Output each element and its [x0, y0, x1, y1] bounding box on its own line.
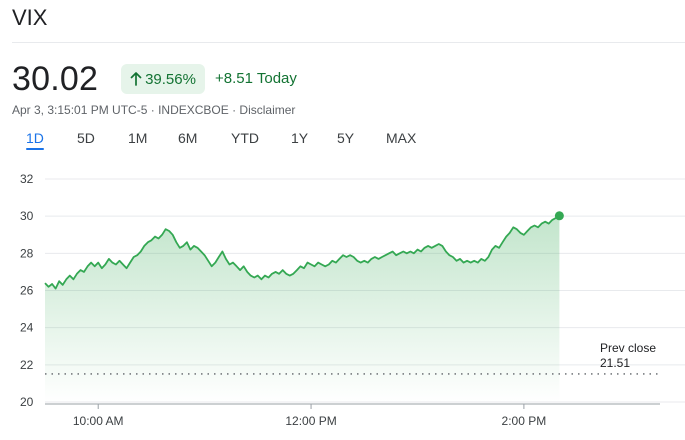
tab-1m[interactable]: 1M — [128, 130, 148, 146]
header-divider — [12, 42, 685, 43]
price-line — [44, 215, 560, 290]
latest-price-dot — [554, 211, 564, 221]
quote-meta: Apr 3, 3:15:01 PM UTC-5 · INDEXCBOE · Di… — [12, 103, 295, 117]
tab-1y[interactable]: 1Y — [291, 130, 309, 146]
x-tick-label: 12:00 PM — [285, 414, 336, 428]
y-tick-label: 30 — [20, 209, 34, 223]
y-tick-label: 20 — [20, 395, 34, 409]
change-percent: 39.56% — [145, 70, 196, 88]
meta-separator: · — [228, 103, 240, 117]
x-tick-label: 10:00 AM — [73, 414, 124, 428]
meta-separator: · — [147, 103, 159, 117]
tab-6m[interactable]: 6M — [178, 130, 198, 146]
tab-max[interactable]: MAX — [386, 130, 417, 146]
y-tick-label: 28 — [20, 246, 34, 260]
tab-5y[interactable]: 5Y — [337, 130, 355, 146]
y-axis-labels: 32 30 28 26 24 22 20 — [20, 172, 34, 409]
tab-5d[interactable]: 5D — [77, 130, 95, 146]
y-tick-label: 26 — [20, 284, 34, 298]
change-today: +8.51 Today — [215, 70, 297, 87]
prev-close-label: Prev close — [600, 341, 656, 355]
y-tick-label: 24 — [20, 321, 34, 335]
x-tick-label: 2:00 PM — [502, 414, 547, 428]
tab-1d[interactable]: 1D — [26, 130, 44, 150]
disclaimer-link[interactable]: Disclaimer — [239, 103, 296, 117]
ticker-title: VIX — [12, 5, 48, 30]
exchange-name: INDEXCBOE — [158, 103, 229, 117]
change-percent-badge: 39.56% — [121, 64, 205, 94]
quote-timestamp: Apr 3, 3:15:01 PM UTC-5 — [12, 103, 148, 117]
prev-close-value: 21.51 — [600, 356, 630, 370]
price-chart[interactable]: 32 30 28 26 24 22 20 Prev close 21.51 10:00 AM… — [0, 160, 685, 440]
tab-ytd[interactable]: YTD — [231, 130, 259, 146]
current-price: 30.02 — [12, 60, 99, 98]
y-tick-label: 32 — [20, 172, 34, 186]
x-axis: 10:00 AM 12:00 PM 2:00 PM — [45, 403, 660, 428]
arrow-up-icon — [130, 72, 142, 86]
price-area — [45, 215, 560, 402]
y-tick-label: 22 — [20, 358, 34, 372]
